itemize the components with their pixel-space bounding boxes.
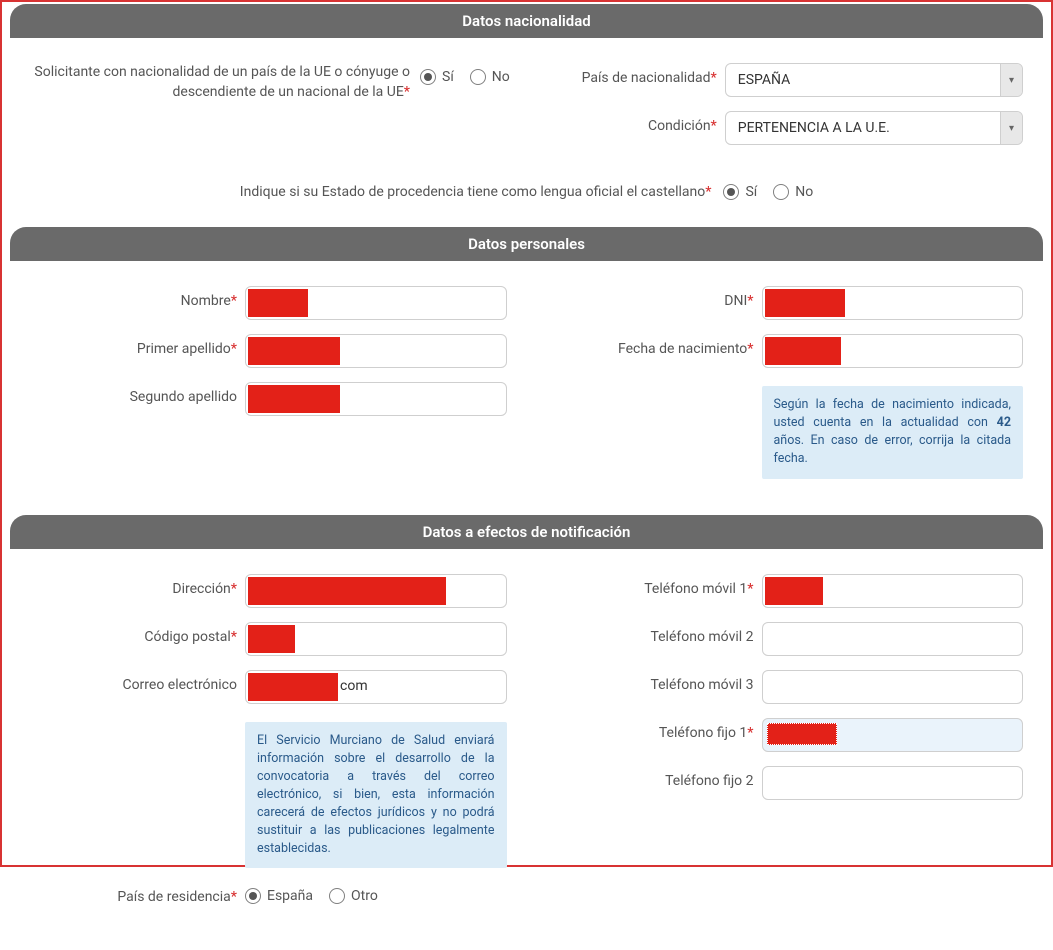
redacted-block bbox=[765, 289, 845, 317]
redacted-block bbox=[767, 723, 837, 745]
section-header-notificacion: Datos a efectos de notificación bbox=[10, 515, 1043, 549]
radio-icon bbox=[723, 184, 739, 200]
email-info-box: El Servicio Murciano de Salud enviará in… bbox=[245, 722, 507, 869]
redacted-block bbox=[248, 337, 340, 365]
lengua-radio-no[interactable]: No bbox=[773, 184, 813, 200]
fijo2-input[interactable] bbox=[762, 766, 1024, 800]
age-info-box: Según la fecha de nacimiento indicada, u… bbox=[762, 386, 1024, 479]
lengua-radio-yes[interactable]: Sí bbox=[723, 184, 757, 200]
condicion-label: Condición* bbox=[550, 111, 725, 135]
redacted-block bbox=[248, 385, 340, 413]
pais-res-label: País de residencia* bbox=[30, 882, 245, 906]
eu-question-label: Solicitante con nacionalidad de un país … bbox=[30, 63, 420, 102]
redacted-block bbox=[765, 337, 841, 365]
cp-label: Código postal* bbox=[30, 622, 245, 646]
eu-radio-yes[interactable]: Sí bbox=[420, 69, 454, 85]
redacted-block bbox=[248, 289, 308, 317]
chevron-down-icon: ▾ bbox=[1000, 64, 1022, 96]
movil2-label: Teléfono móvil 2 bbox=[547, 622, 762, 646]
movil2-input[interactable] bbox=[762, 622, 1024, 656]
fecha-nac-label: Fecha de nacimiento* bbox=[547, 334, 762, 358]
section-header-nacionalidad: Datos nacionalidad bbox=[10, 4, 1043, 38]
movil1-label: Teléfono móvil 1* bbox=[547, 574, 762, 598]
pais-res-radio-group: España Otro bbox=[245, 882, 378, 904]
email-label: Correo electrónico bbox=[30, 670, 245, 694]
radio-icon bbox=[420, 69, 436, 85]
pais-nac-label: País de nacionalidad* bbox=[550, 63, 725, 87]
movil3-input[interactable] bbox=[762, 670, 1024, 704]
dni-label: DNI* bbox=[547, 286, 762, 310]
nombre-label: Nombre* bbox=[30, 286, 245, 310]
pais-res-radio-es[interactable]: España bbox=[245, 888, 313, 904]
eu-radio-group: Sí No bbox=[420, 63, 510, 85]
segundo-apellido-label: Segundo apellido bbox=[30, 382, 245, 406]
eu-radio-no[interactable]: No bbox=[470, 69, 510, 85]
pais-nac-select[interactable]: ESPAÑA ▾ bbox=[725, 63, 1023, 97]
direccion-label: Dirección* bbox=[30, 574, 245, 598]
condicion-select[interactable]: PERTENENCIA A LA U.E. ▾ bbox=[725, 111, 1023, 145]
movil3-label: Teléfono móvil 3 bbox=[547, 670, 762, 694]
lengua-question-label: Indique si su Estado de procedencia tien… bbox=[240, 184, 712, 200]
redacted-block bbox=[248, 577, 446, 605]
chevron-down-icon: ▾ bbox=[1000, 112, 1022, 144]
section-header-personales: Datos personales bbox=[10, 227, 1043, 261]
pais-res-radio-otro[interactable]: Otro bbox=[329, 888, 378, 904]
radio-icon bbox=[773, 184, 789, 200]
fijo2-label: Teléfono fijo 2 bbox=[547, 766, 762, 790]
redacted-block bbox=[248, 673, 338, 701]
redacted-block bbox=[248, 625, 295, 653]
lengua-radio-group: Sí No bbox=[723, 184, 813, 200]
redacted-block bbox=[765, 577, 823, 605]
primer-apellido-label: Primer apellido* bbox=[30, 334, 245, 358]
radio-icon bbox=[245, 888, 261, 904]
radio-icon bbox=[329, 888, 345, 904]
fijo1-label: Teléfono fijo 1* bbox=[547, 718, 762, 742]
radio-icon bbox=[470, 69, 486, 85]
email-suffix: com bbox=[340, 678, 368, 694]
